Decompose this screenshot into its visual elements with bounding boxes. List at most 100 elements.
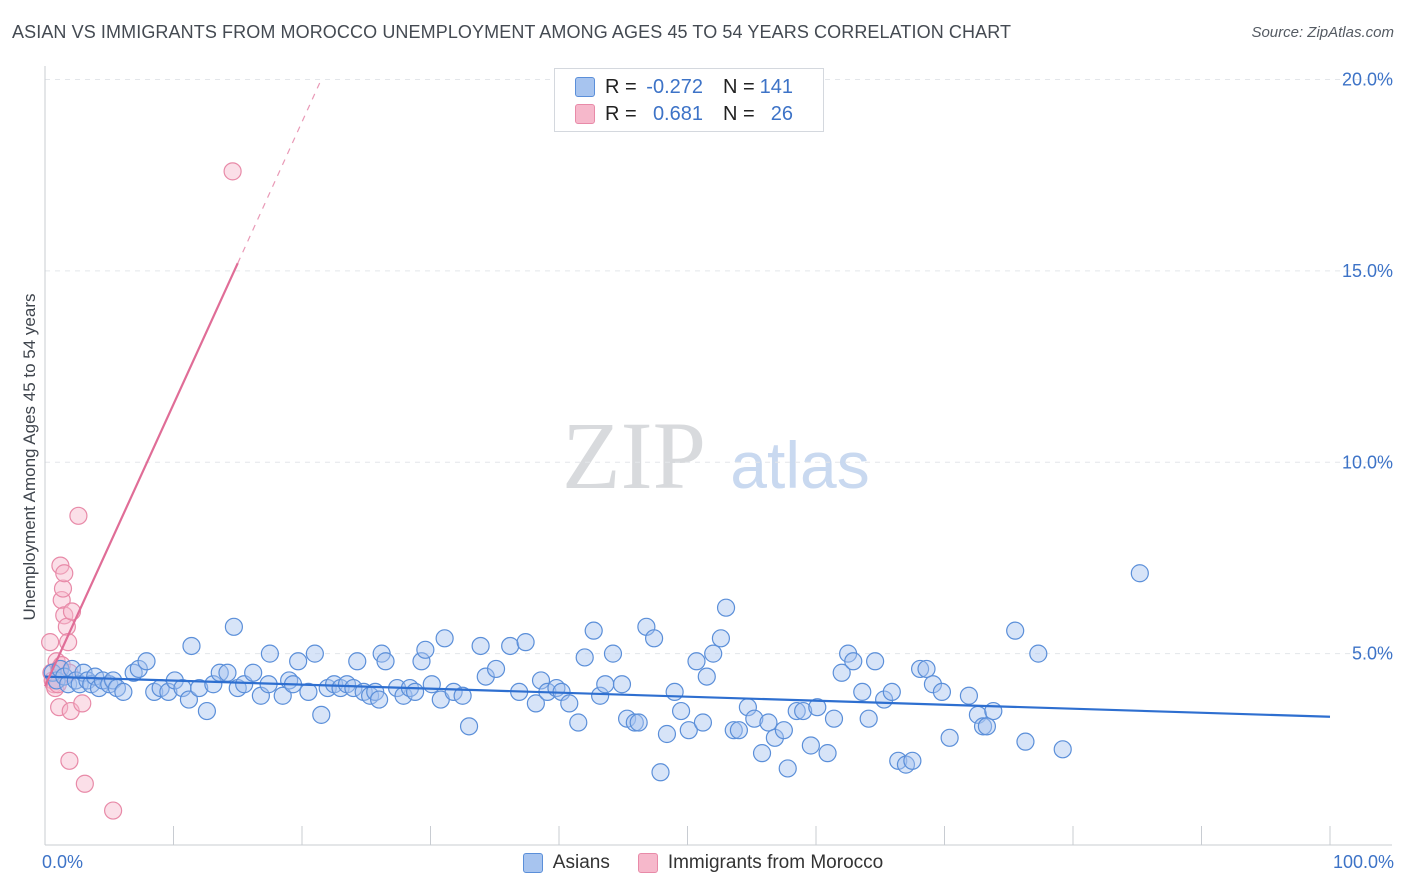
asian-point[interactable] — [644, 629, 664, 648]
asian-point[interactable] — [305, 644, 324, 663]
asian-point[interactable] — [665, 682, 684, 702]
asian-point[interactable] — [197, 701, 217, 721]
asian-point[interactable] — [745, 709, 764, 728]
asian-point[interactable] — [591, 686, 610, 705]
asian-point[interactable] — [182, 636, 201, 656]
series-legend-asians[interactable]: Asians — [522, 852, 610, 874]
morocco-point[interactable] — [69, 506, 88, 525]
series-legend-morocco[interactable]: Immigrants from Morocco — [637, 852, 883, 874]
asian-point[interactable] — [818, 744, 837, 763]
asian-point[interactable] — [853, 682, 872, 702]
asian-point[interactable] — [729, 721, 749, 740]
asian-point[interactable] — [774, 721, 793, 740]
morocco-point[interactable] — [55, 564, 74, 583]
asian-point[interactable] — [724, 721, 743, 740]
asian-point[interactable] — [179, 690, 199, 709]
asian-point[interactable] — [603, 644, 623, 663]
asian-point[interactable] — [932, 682, 952, 702]
asian-point[interactable] — [824, 709, 844, 728]
asian-point[interactable] — [569, 713, 588, 732]
asian-point[interactable] — [716, 598, 736, 617]
asian-point[interactable] — [273, 686, 292, 705]
asian-point[interactable] — [1130, 564, 1149, 583]
asian-point[interactable] — [476, 667, 495, 686]
asian-point[interactable] — [866, 652, 885, 671]
morocco-point[interactable] — [53, 579, 73, 598]
asian-point[interactable] — [344, 678, 363, 698]
asian-point[interactable] — [137, 652, 156, 671]
asian-point[interactable] — [859, 709, 878, 728]
asian-point[interactable] — [687, 652, 706, 671]
asian-point[interactable] — [370, 690, 389, 709]
asian-point[interactable] — [844, 652, 863, 671]
asian-point[interactable] — [348, 652, 367, 671]
asian-point[interactable] — [794, 701, 813, 721]
asian-point[interactable] — [1053, 740, 1072, 759]
asian-point[interactable] — [778, 759, 797, 778]
asian-point[interactable] — [244, 663, 263, 682]
asian-point[interactable] — [114, 682, 133, 702]
asian-point[interactable] — [1016, 732, 1035, 751]
asian-point[interactable] — [218, 663, 237, 682]
morocco-point[interactable] — [223, 162, 242, 181]
asian-point[interactable] — [657, 724, 677, 744]
morocco-point[interactable] — [41, 633, 60, 652]
asian-point[interactable] — [596, 675, 615, 694]
asian-point[interactable] — [910, 659, 930, 679]
asian-point[interactable] — [787, 701, 806, 721]
asian-point[interactable] — [405, 682, 425, 702]
morocco-point[interactable] — [52, 590, 71, 610]
asian-point[interactable] — [832, 663, 851, 682]
asian-point[interactable] — [260, 644, 279, 663]
asian-point[interactable] — [486, 659, 506, 679]
asian-point[interactable] — [501, 636, 520, 656]
asian-point[interactable] — [575, 648, 594, 667]
asian-point[interactable] — [679, 721, 698, 740]
asian-point[interactable] — [453, 686, 472, 705]
asian-point[interactable] — [435, 629, 454, 648]
asian-point[interactable] — [752, 744, 772, 763]
asian-point[interactable] — [917, 659, 936, 679]
asian-point[interactable] — [289, 652, 308, 671]
asian-point[interactable] — [625, 713, 644, 732]
asian-point[interactable] — [526, 694, 545, 713]
asian-point[interactable] — [808, 698, 827, 717]
morocco-point[interactable] — [60, 751, 79, 770]
asian-point[interactable] — [560, 694, 579, 713]
asian-point[interactable] — [697, 667, 716, 686]
asian-point[interactable] — [190, 678, 209, 698]
morocco-point[interactable] — [75, 774, 94, 793]
asian-point[interactable] — [940, 728, 959, 747]
asian-point[interactable] — [412, 652, 431, 671]
asian-point[interactable] — [129, 659, 148, 679]
asian-point[interactable] — [459, 717, 479, 736]
asian-point[interactable] — [516, 633, 535, 652]
asian-point[interactable] — [759, 713, 778, 732]
asian-point[interactable] — [973, 717, 993, 736]
asian-point[interactable] — [422, 675, 441, 694]
asian-point[interactable] — [1029, 644, 1048, 663]
asian-point[interactable] — [531, 671, 551, 690]
asian-point[interactable] — [312, 705, 331, 724]
asian-point[interactable] — [159, 682, 178, 702]
asian-point[interactable] — [612, 675, 632, 694]
asian-point[interactable] — [711, 629, 731, 648]
morocco-point[interactable] — [73, 694, 92, 713]
asian-point[interactable] — [204, 675, 223, 694]
asian-point[interactable] — [299, 682, 318, 702]
asian-point[interactable] — [471, 636, 490, 656]
asian-point[interactable] — [882, 682, 901, 702]
asian-point[interactable] — [416, 640, 435, 659]
morocco-point[interactable] — [104, 801, 123, 820]
asian-point[interactable] — [959, 686, 979, 705]
asian-point[interactable] — [629, 713, 648, 732]
asian-point[interactable] — [376, 652, 395, 671]
asian-point[interactable] — [1006, 621, 1025, 640]
asian-point[interactable] — [224, 617, 243, 636]
asian-point[interactable] — [584, 621, 603, 640]
asian-point[interactable] — [801, 736, 820, 755]
asian-point[interactable] — [651, 763, 670, 782]
asian-point[interactable] — [671, 701, 691, 721]
asian-point[interactable] — [704, 644, 723, 663]
asian-point[interactable] — [444, 682, 463, 702]
